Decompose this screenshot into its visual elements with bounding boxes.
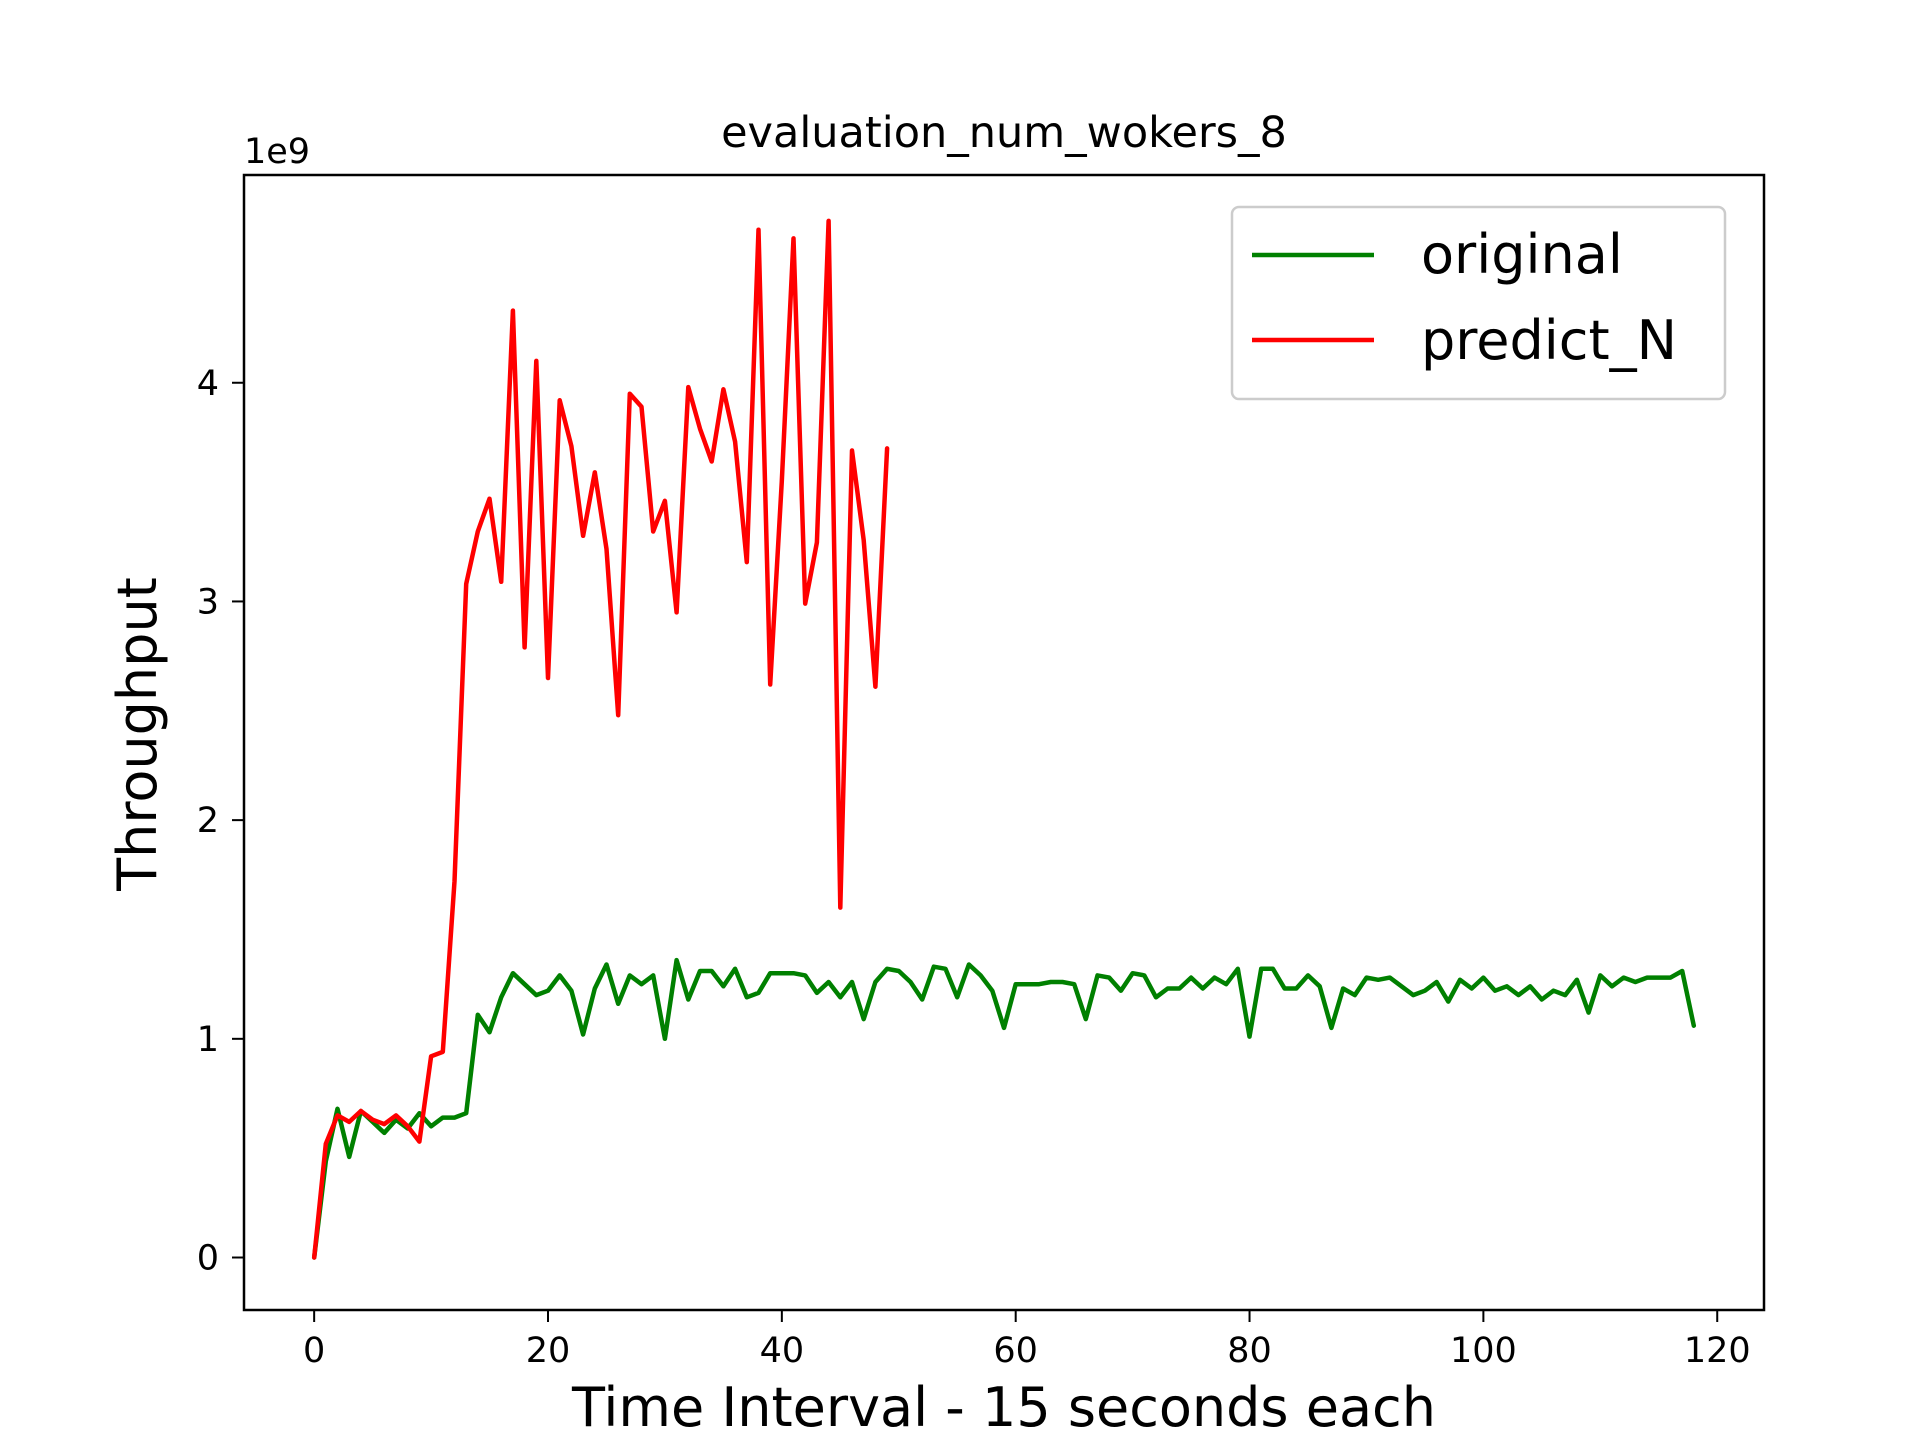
y-axis-ticks: 0 1 2 3 4	[197, 364, 244, 1279]
legend: original predict_N	[1230, 205, 1727, 401]
x-axis-label: Time Interval - 15 seconds each	[571, 1376, 1436, 1439]
x-tick-label: 120	[1684, 1331, 1751, 1371]
plot-area-frame	[242, 173, 1766, 1312]
y-tick-label: 4	[197, 364, 219, 404]
x-tick-label: 40	[760, 1331, 805, 1371]
y-tick-label: 3	[197, 582, 219, 622]
legend-label-original: original	[1421, 223, 1623, 286]
y-tick-label: 2	[197, 801, 219, 841]
series-line-original	[311, 957, 1697, 1260]
x-tick-label: 20	[526, 1331, 571, 1371]
x-tick-label: 60	[993, 1331, 1038, 1371]
legend-label-predict-n: predict_N	[1421, 309, 1677, 372]
y-axis-label: Throughput	[106, 577, 169, 892]
x-tick-label: 100	[1450, 1331, 1517, 1371]
x-axis-ticks: 0 20 40 60 80 100 120	[303, 1310, 1751, 1371]
y-tick-label: 1	[197, 1020, 219, 1060]
x-tick-label: 0	[303, 1331, 325, 1371]
chart-title: evaluation_num_wokers_8	[721, 108, 1287, 158]
series-line-predict-n	[311, 218, 890, 1260]
y-axis-scale-label: 1e9	[244, 132, 310, 172]
y-tick-label: 0	[197, 1239, 219, 1279]
series-layer	[311, 218, 1697, 1260]
x-tick-label: 80	[1227, 1331, 1272, 1371]
